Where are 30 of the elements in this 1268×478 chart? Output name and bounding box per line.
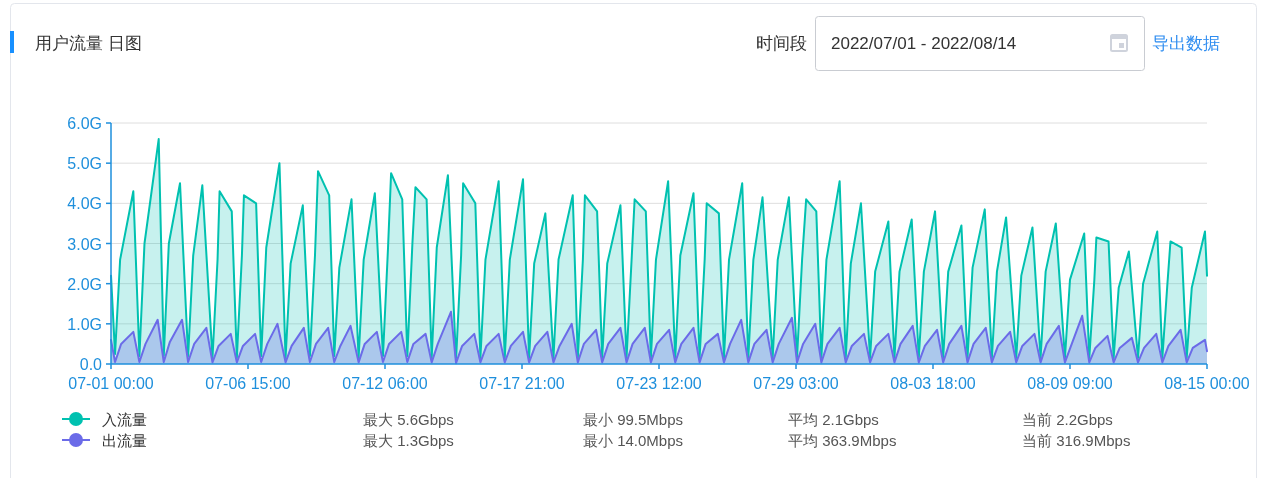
y-tick-label: 4.0G <box>67 195 102 213</box>
y-tick-label: 0.0 <box>79 356 103 373</box>
text: 平均 363.9Mbps <box>788 432 897 449</box>
text: 最大 5.6Gbps <box>363 411 454 428</box>
text: 最小 99.5Mbps <box>583 411 684 428</box>
x-tick-label: 07-17 21:00 <box>479 375 565 392</box>
x-tick-label: 08-09 09:00 <box>1027 375 1113 392</box>
legend-label: 出流量 <box>102 432 147 449</box>
y-tick-label: 1.0G <box>67 315 102 333</box>
control-date-range: 2022/07/01 - 2022/08/14 <box>815 16 1145 71</box>
y-tick-label: 2.0G <box>67 275 102 293</box>
text: 最小 14.0Mbps <box>583 432 684 449</box>
text: 当前 316.9Mbps <box>1022 432 1131 449</box>
y-tick-label: 5.0G <box>67 155 102 173</box>
y-tick-label: 6.0G <box>67 115 102 132</box>
legend-label: 入流量 <box>102 411 147 428</box>
x-tick-label: 07-12 06:00 <box>342 375 428 392</box>
chart-title: 用户流量 日图 <box>35 34 142 53</box>
x-tick-label: 08-03 18:00 <box>890 375 976 392</box>
x-tick-label: 07-29 03:00 <box>753 375 839 392</box>
text: 最大 1.3Gbps <box>363 432 454 449</box>
x-tick-label: 07-23 12:00 <box>616 375 702 392</box>
x-tick-label: 07-06 15:00 <box>205 375 291 392</box>
text: 当前 2.2Gbps <box>1022 411 1113 428</box>
y-tick-label: 3.0G <box>67 235 102 253</box>
x-tick-label: 08-15 00:00 <box>1164 375 1250 392</box>
text: 平均 2.1Gbps <box>788 411 879 428</box>
text: 时间段 <box>756 34 807 53</box>
x-tick-label: 07-01 00:00 <box>68 375 154 392</box>
text: 导出数据 <box>1152 34 1220 53</box>
